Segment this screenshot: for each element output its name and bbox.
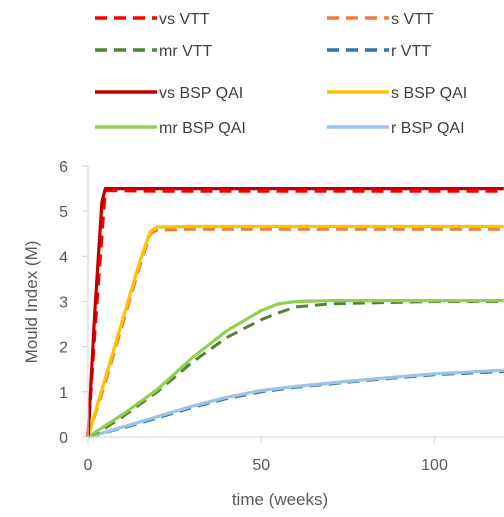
legend-label: r BSP QAI bbox=[391, 120, 465, 137]
y-tick-label: 0 bbox=[59, 430, 68, 447]
axes: time (weeks) Mould Index (M) 0 1 2 3 4 5 6 0 50 1… bbox=[22, 159, 504, 509]
series-line-mr-vtt bbox=[87, 300, 504, 439]
y-tick-label: 1 bbox=[59, 385, 68, 402]
x-tick-label: 50 bbox=[252, 457, 270, 474]
y-tick-label: 2 bbox=[59, 340, 68, 357]
legend-item-vs-bsp-qai: vs BSP QAI bbox=[95, 85, 243, 102]
series-line-s-bsp-qai bbox=[86, 224, 504, 438]
series-line-vs-bsp-qai bbox=[86, 187, 504, 438]
legend-label: mr VTT bbox=[159, 43, 213, 60]
y-tick-label: 5 bbox=[59, 204, 68, 221]
y-axis-title: Mould Index (M) bbox=[22, 241, 41, 364]
legend-label: mr BSP QAI bbox=[159, 120, 246, 137]
series-line-mr-bsp-qai bbox=[87, 299, 504, 439]
legend-item-s-bsp-qai: s BSP QAI bbox=[327, 85, 467, 102]
y-tick-label: 3 bbox=[59, 295, 68, 312]
legend-item-mr-vtt: mr VTT bbox=[95, 43, 213, 60]
legend-label: vs BSP QAI bbox=[159, 85, 243, 102]
x-axis-title: time (weeks) bbox=[232, 490, 328, 509]
y-tick-label: 6 bbox=[59, 159, 68, 176]
legend-item-r-bsp-qai: r BSP QAI bbox=[327, 120, 465, 137]
series-line-s-vtt bbox=[86, 227, 504, 438]
series-line-r-vtt bbox=[87, 370, 504, 439]
x-tick-label: 0 bbox=[84, 457, 93, 474]
y-tick-label: 4 bbox=[59, 249, 68, 266]
legend: vs VTT s VTT mr VTT r VTT vs BSP QAI s BSP QA… bbox=[95, 11, 467, 137]
legend-item-vs-vtt: vs VTT bbox=[95, 11, 210, 28]
legend-label: vs VTT bbox=[159, 11, 210, 28]
plot-area bbox=[86, 187, 504, 439]
legend-label: s BSP QAI bbox=[391, 85, 467, 102]
series-line-r-bsp-qai bbox=[87, 368, 504, 439]
legend-label: r VTT bbox=[391, 43, 431, 60]
legend-label: s VTT bbox=[391, 11, 434, 28]
legend-item-r-vtt: r VTT bbox=[327, 43, 431, 60]
x-tick-label: 100 bbox=[421, 457, 448, 474]
legend-item-s-vtt: s VTT bbox=[327, 11, 434, 28]
legend-item-mr-bsp-qai: mr BSP QAI bbox=[95, 120, 246, 137]
